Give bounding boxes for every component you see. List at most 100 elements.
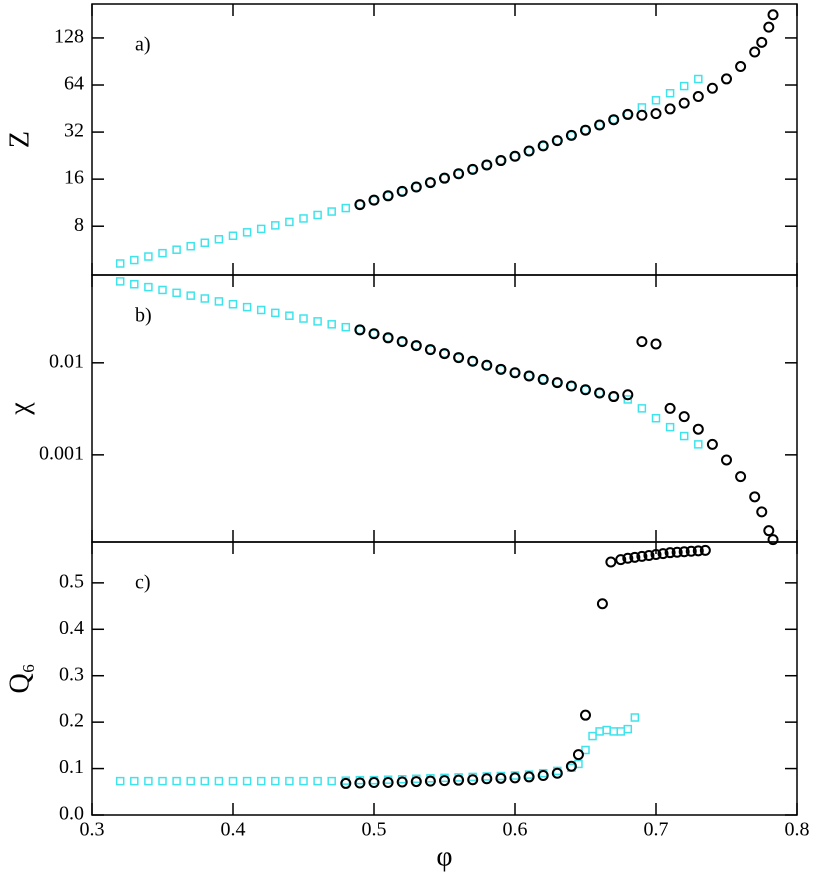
- y-axis-label: Q₆: [4, 664, 35, 694]
- square-marker: [524, 371, 534, 381]
- square-marker: [327, 207, 336, 216]
- circle-marker: [467, 774, 479, 786]
- square-marker: [679, 81, 689, 91]
- y-tick-label: 0.001: [39, 442, 84, 464]
- circle-marker: [382, 332, 394, 344]
- circle-marker: [410, 340, 422, 352]
- circle-marker: [580, 709, 591, 721]
- circle-marker: [678, 411, 690, 423]
- square-marker: [256, 224, 266, 234]
- circle-marker: [467, 355, 479, 367]
- circle-marker: [749, 491, 761, 503]
- square-marker: [285, 776, 294, 786]
- square-marker: [299, 314, 308, 323]
- square-marker: [130, 255, 139, 265]
- y-tick-label: 16: [64, 167, 84, 189]
- square-marker: [242, 302, 252, 312]
- square-marker: [327, 320, 336, 329]
- circle-marker: [629, 551, 641, 563]
- x-tick-label: 0.5: [362, 819, 387, 841]
- circle-marker: [453, 352, 465, 364]
- circle-marker: [643, 549, 655, 561]
- circle-marker: [481, 359, 493, 371]
- circle-marker: [756, 506, 768, 518]
- circle-marker: [685, 545, 697, 557]
- x-tick-label: 0.3: [80, 819, 105, 841]
- square-marker: [228, 299, 238, 309]
- circle-marker: [664, 402, 676, 414]
- square-marker: [553, 136, 562, 145]
- square-marker: [482, 361, 492, 370]
- circle-marker: [650, 549, 662, 561]
- circle-marker: [721, 73, 732, 85]
- square-marker: [242, 776, 252, 786]
- circle-marker: [523, 771, 535, 783]
- circle-marker: [615, 554, 627, 566]
- circle-marker: [650, 338, 662, 350]
- circle-marker: [439, 775, 450, 787]
- square-marker: [412, 182, 421, 192]
- circle-marker: [537, 140, 549, 152]
- square-marker: [496, 365, 506, 374]
- panel-label: b): [135, 305, 152, 327]
- square-marker: [327, 776, 336, 786]
- circle-marker: [594, 119, 606, 131]
- circle-marker: [706, 82, 718, 94]
- square-marker: [115, 259, 125, 268]
- circle-marker: [424, 177, 436, 189]
- x-tick-label: 0.4: [221, 819, 246, 841]
- y-tick-label: 0.1: [59, 756, 84, 778]
- square-marker: [313, 776, 322, 786]
- circle-marker: [580, 384, 591, 396]
- y-axis-label: χ: [4, 402, 35, 416]
- circle-marker: [671, 546, 683, 558]
- circle-marker: [424, 775, 436, 787]
- circle-marker: [368, 777, 380, 788]
- square-marker: [426, 345, 435, 354]
- circle-marker: [565, 129, 577, 141]
- circle-marker: [622, 108, 634, 120]
- square-marker: [115, 277, 125, 286]
- square-marker: [616, 727, 625, 736]
- square-marker: [313, 317, 322, 326]
- square-marker: [214, 776, 224, 786]
- square-marker: [553, 378, 562, 387]
- circle-marker: [756, 36, 768, 48]
- square-marker: [369, 195, 379, 205]
- circle-marker: [678, 97, 690, 109]
- square-marker: [341, 203, 351, 213]
- circle-marker: [523, 145, 535, 157]
- y-tick-label: 32: [64, 120, 84, 142]
- square-marker: [313, 210, 322, 220]
- circle-marker: [410, 776, 422, 788]
- circle-marker: [340, 777, 352, 789]
- circle-marker: [596, 598, 608, 610]
- square-marker: [144, 282, 153, 292]
- plot-frame: [91, 274, 798, 543]
- square-marker: [440, 349, 449, 358]
- circle-marker: [551, 135, 563, 147]
- square-marker: [623, 110, 633, 119]
- circle-marker: [410, 181, 422, 193]
- square-marker: [200, 294, 210, 303]
- square-marker: [285, 217, 294, 227]
- y-tick-label: 64: [64, 73, 84, 95]
- circle-marker: [622, 389, 634, 401]
- square-marker: [383, 191, 393, 201]
- circle-marker: [368, 194, 380, 206]
- x-axis-label: φ: [436, 841, 452, 872]
- square-marker: [242, 228, 252, 237]
- circle-marker: [354, 777, 366, 789]
- circle-marker: [608, 391, 620, 403]
- circle-marker: [565, 380, 577, 392]
- square-marker: [665, 88, 675, 98]
- circle-marker: [565, 760, 577, 772]
- circle-marker: [735, 61, 747, 73]
- square-marker: [454, 169, 463, 179]
- square-marker: [158, 285, 167, 295]
- y-tick-label: 0.5: [59, 570, 84, 592]
- square-marker: [510, 152, 520, 161]
- square-marker: [186, 241, 195, 251]
- square-marker: [256, 776, 266, 786]
- panel-label: a): [135, 34, 151, 56]
